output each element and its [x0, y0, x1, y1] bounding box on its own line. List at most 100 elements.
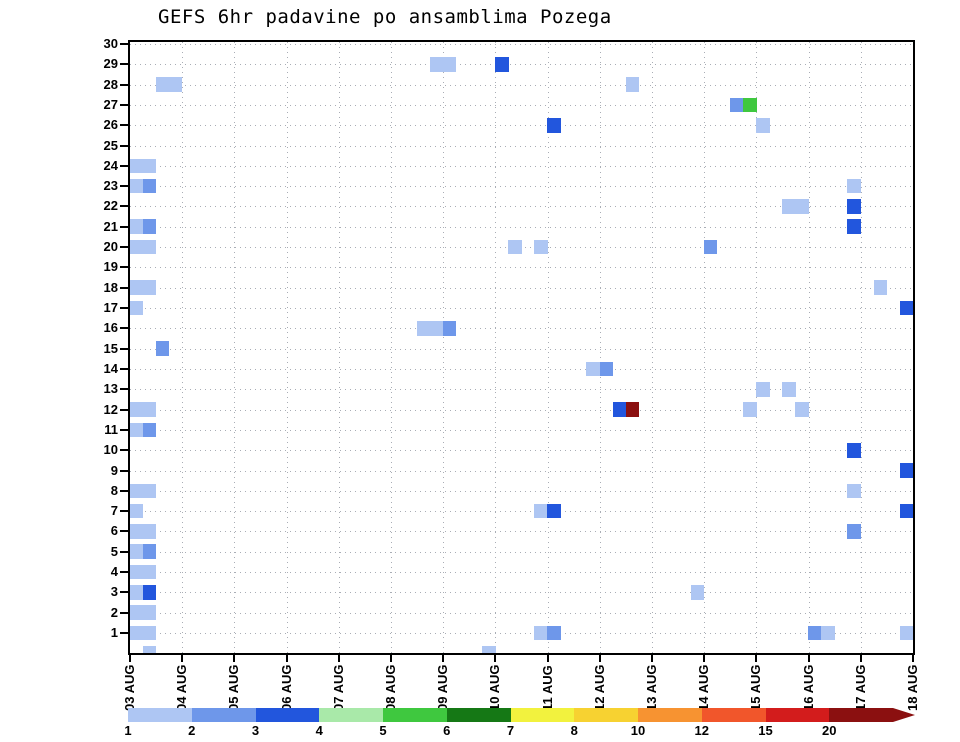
precip-cell: [142, 158, 157, 174]
y-axis-label: 21: [103, 218, 118, 234]
grid-line-vertical: [234, 42, 236, 653]
precip-cell: [142, 625, 157, 641]
y-axis-tick: [120, 611, 128, 614]
y-axis-tick: [120, 530, 128, 533]
precip-cell: [130, 544, 144, 560]
x-axis-label: 04 AUG: [174, 664, 190, 711]
y-axis-tick: [120, 469, 128, 472]
colorbar-arrow: [893, 708, 915, 722]
x-axis-label: 14 AUG: [696, 664, 712, 711]
grid-line-horizontal: [130, 470, 913, 472]
precip-cell: [873, 280, 888, 296]
colorbar-segment: [383, 708, 447, 722]
colorbar-segment: [829, 708, 893, 722]
precip-cell: [130, 178, 144, 194]
y-axis-tick: [120, 428, 128, 431]
x-axis-label: 18 AUG: [905, 664, 920, 711]
precip-cell: [847, 524, 862, 539]
x-axis-tick: [494, 655, 497, 662]
grid-line-horizontal: [130, 84, 913, 86]
precip-cell: [130, 605, 144, 620]
y-axis-tick: [120, 632, 128, 634]
x-axis-tick: [129, 655, 131, 662]
precip-cell: [508, 239, 522, 255]
y-axis-label: 4: [110, 564, 118, 580]
y-axis-label: 14: [103, 360, 118, 376]
colorbar-label: 15: [758, 723, 773, 738]
precip-cell: [534, 625, 548, 641]
grid-line-horizontal: [130, 389, 913, 391]
x-axis-tick: [337, 655, 340, 662]
precip-cell: [534, 503, 548, 519]
colorbar-label: 5: [379, 723, 387, 738]
grid-line-horizontal: [130, 165, 913, 167]
x-axis-label: 15 AUG: [748, 664, 764, 711]
precip-cell: [847, 178, 862, 194]
grid-line-horizontal: [130, 633, 913, 634]
grid-line-horizontal: [130, 328, 913, 330]
y-axis-tick: [120, 388, 128, 391]
precip-cell: [142, 219, 157, 235]
y-axis-label: 11: [104, 421, 118, 437]
precip-cell: [795, 402, 809, 417]
precip-cell: [142, 564, 157, 580]
x-axis-label: 08 AUG: [383, 664, 398, 711]
y-axis-tick: [120, 83, 128, 86]
precip-cell: [847, 219, 862, 235]
grid-line-vertical: [182, 42, 184, 653]
y-axis-label: 24: [103, 157, 118, 173]
y-axis-label: 2: [110, 604, 118, 620]
colorbar-label: 3: [251, 723, 260, 738]
precip-cell: [130, 219, 144, 235]
colorbar-label: 1: [124, 723, 132, 738]
y-axis-label: 20: [103, 239, 118, 255]
precip-cell: [482, 646, 496, 653]
x-axis-tick: [598, 655, 601, 662]
colorbar-label: 7: [506, 723, 515, 738]
precip-cell: [808, 625, 822, 641]
colorbar-segment: [446, 708, 511, 722]
precip-cell: [142, 646, 157, 653]
y-axis-label: 18: [103, 279, 118, 295]
precip-cell: [847, 483, 862, 499]
x-axis-tick: [442, 655, 445, 662]
precip-cell: [495, 57, 509, 72]
x-axis-label: 12 AUG: [591, 664, 607, 711]
precip-cell: [743, 97, 757, 113]
colorbar-segment: [319, 708, 383, 722]
precip-cell: [795, 199, 809, 214]
precip-cell: [142, 483, 157, 499]
precip-cell: [625, 402, 640, 417]
x-axis-tick: [181, 655, 184, 662]
grid-line-horizontal: [130, 267, 913, 269]
y-axis-tick: [120, 164, 128, 167]
y-axis-tick: [120, 124, 128, 127]
y-axis-tick: [120, 225, 128, 228]
precip-cell: [142, 422, 157, 438]
y-axis-tick: [120, 205, 128, 208]
colorbar-segment: [510, 708, 575, 722]
grid-line-horizontal: [130, 450, 913, 452]
precip-cell: [155, 341, 170, 356]
grid-line-vertical: [391, 42, 392, 653]
x-axis-label: 05 AUG: [226, 664, 242, 711]
x-axis-label: 16 AUG: [800, 664, 816, 711]
y-axis-tick: [120, 144, 128, 147]
precip-cell: [821, 625, 835, 641]
y-axis-label: 26: [103, 117, 118, 133]
grid-line-horizontal: [130, 612, 913, 614]
y-axis-tick: [120, 367, 128, 370]
x-axis-tick: [755, 655, 758, 662]
precip-cell: [130, 239, 144, 255]
y-axis-label: 15: [103, 340, 118, 356]
colorbar-label: 20: [822, 723, 837, 738]
precip-cell: [130, 524, 144, 539]
grid-line-horizontal: [130, 206, 913, 208]
y-axis-label: 27: [103, 96, 118, 112]
precip-cell: [756, 117, 770, 133]
colorbar-segment: [191, 708, 256, 722]
precip-cell: [899, 463, 913, 478]
grid-line-horizontal: [130, 592, 913, 594]
precip-cell: [429, 57, 444, 72]
